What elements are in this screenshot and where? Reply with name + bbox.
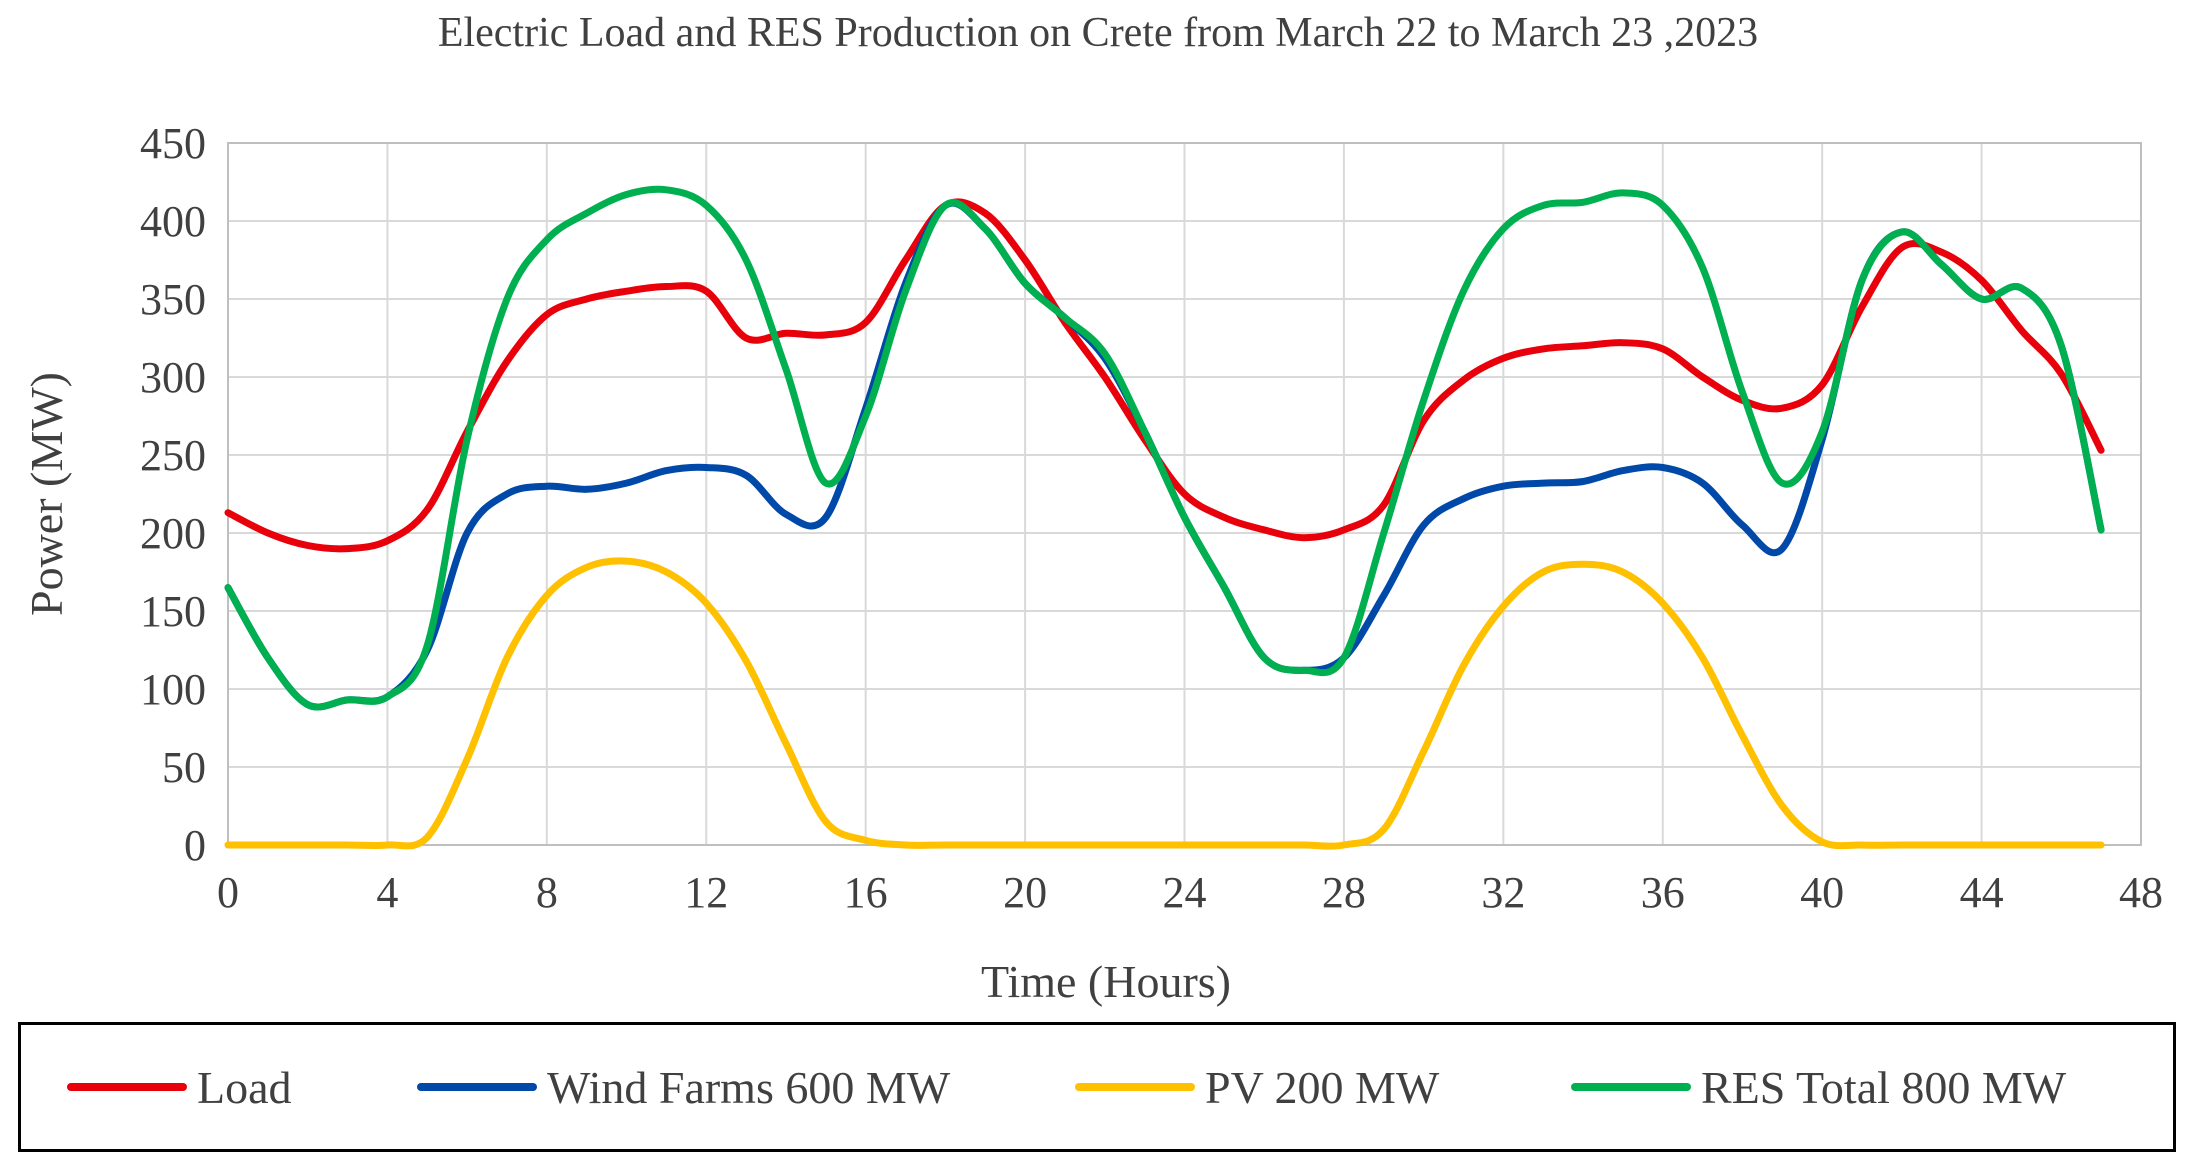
x-tick-label: 8 <box>536 868 558 917</box>
x-tick-label: 28 <box>1322 868 1366 917</box>
legend-label-wind: Wind Farms 600 MW <box>547 1061 951 1113</box>
y-tick-label: 150 <box>140 587 206 636</box>
x-tick-label: 32 <box>1481 868 1525 917</box>
series-lines <box>224 185 2105 850</box>
chart-title: Electric Load and RES Production on Cret… <box>438 10 1758 56</box>
legend: Load Wind Farms 600 MW PV 200 MW RES Tot… <box>18 1022 2176 1152</box>
x-tick-label: 20 <box>1003 868 1047 917</box>
legend-swatch-load <box>67 1083 187 1091</box>
y-tick-label: 450 <box>140 119 206 168</box>
y-tick-label: 400 <box>140 197 206 246</box>
y-tick-label: 350 <box>140 275 206 324</box>
x-axis-ticks: 0 4 8 12 16 20 24 28 32 36 40 44 48 <box>217 868 2163 917</box>
x-tick-label: 48 <box>2119 868 2163 917</box>
x-tick-label: 36 <box>1641 868 1685 917</box>
legend-label-res-total: RES Total 800 MW <box>1701 1061 2067 1113</box>
y-tick-label: 50 <box>162 743 206 792</box>
x-tick-label: 0 <box>217 868 239 917</box>
x-tick-label: 44 <box>1960 868 2004 917</box>
legend-item-pv: PV 200 MW <box>1075 1025 1439 1149</box>
series-line-pv <box>224 557 2105 850</box>
x-tick-label: 16 <box>844 868 888 917</box>
legend-item-res-total: RES Total 800 MW <box>1571 1025 2066 1149</box>
x-tick-label: 12 <box>684 868 728 917</box>
legend-label-pv: PV 200 MW <box>1205 1061 1440 1113</box>
x-tick-label: 24 <box>1163 868 1207 917</box>
x-tick-label: 40 <box>1800 868 1844 917</box>
x-tick-label: 4 <box>376 868 398 917</box>
legend-item-wind: Wind Farms 600 MW <box>417 1025 950 1149</box>
legend-swatch-pv <box>1075 1083 1195 1091</box>
y-tick-label: 0 <box>184 821 206 870</box>
series-line-res-total <box>224 185 2105 711</box>
y-axis-ticks: 0 50 100 150 200 250 300 350 400 450 <box>140 119 206 870</box>
x-axis-label: Time (Hours) <box>981 956 1231 1007</box>
line-chart: Electric Load and RES Production on Cret… <box>21 10 2163 1007</box>
y-tick-label: 200 <box>140 509 206 558</box>
y-tick-label: 250 <box>140 431 206 480</box>
y-tick-label: 300 <box>140 353 206 402</box>
legend-swatch-res-total <box>1571 1083 1691 1091</box>
legend-item-load: Load <box>67 1025 292 1149</box>
y-tick-label: 100 <box>140 665 206 714</box>
y-axis-label: Power (MW) <box>21 372 72 616</box>
legend-label-load: Load <box>197 1061 292 1113</box>
legend-swatch-wind <box>417 1083 537 1091</box>
